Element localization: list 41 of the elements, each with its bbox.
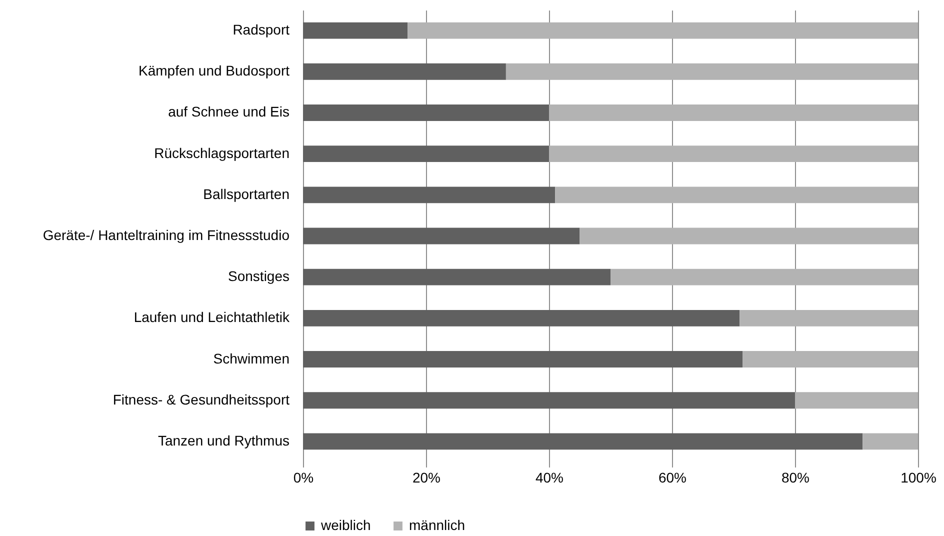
y-tick-label: Tanzen und Rythmus <box>158 432 290 448</box>
y-tick-label: Sonstiges <box>228 268 290 284</box>
bar <box>408 22 918 39</box>
bar <box>580 228 918 244</box>
bar <box>303 22 408 39</box>
x-tick-label: 40% <box>535 470 564 486</box>
bar <box>610 268 918 286</box>
x-tick-label: 20% <box>412 470 441 486</box>
bar <box>303 63 506 80</box>
y-tick-label: Kämpfen und Budosport <box>138 62 290 79</box>
y-tick-label: auf Schnee und Eis <box>168 104 290 120</box>
y-tick-label: Rückschlagsportarten <box>154 144 290 161</box>
bar <box>555 186 918 204</box>
bar <box>303 310 740 326</box>
y-tick-label: Laufen und Leichtathletik <box>134 309 290 326</box>
bar <box>742 351 918 368</box>
y-tick-label: Radsport <box>232 22 290 38</box>
bar <box>795 392 918 409</box>
x-tick-label: 100% <box>900 470 936 486</box>
bar <box>549 104 918 121</box>
bar <box>303 433 863 450</box>
bar <box>506 63 918 80</box>
bar <box>303 351 743 368</box>
legend-label: männlich <box>409 517 466 533</box>
bar <box>303 228 580 244</box>
legend-label: weiblich <box>320 517 371 533</box>
x-tick-label: 80% <box>781 470 810 486</box>
bar <box>303 268 610 286</box>
x-tick-label: 60% <box>658 470 687 486</box>
bar <box>303 186 556 204</box>
y-tick-label: Schwimmen <box>213 350 290 366</box>
bar <box>740 310 918 326</box>
bar <box>549 146 918 162</box>
bar <box>303 392 795 409</box>
y-tick-label: Fitness- & Gesundheitssport <box>112 391 290 408</box>
x-tick-label: 0% <box>293 470 314 486</box>
y-tick-label: Ballsportarten <box>203 186 290 202</box>
bar <box>303 104 549 121</box>
bar <box>303 146 549 162</box>
bar <box>862 433 918 450</box>
y-tick-label: Geräte-/ Hanteltraining im Fitnessstudio <box>42 227 290 243</box>
